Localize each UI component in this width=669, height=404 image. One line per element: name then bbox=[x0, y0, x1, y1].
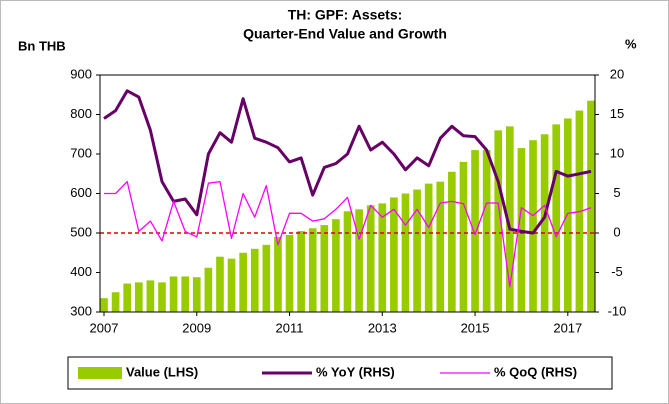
bar bbox=[366, 205, 375, 312]
y-axis-label: Bn THB bbox=[18, 38, 66, 53]
y2-tick-label: -5 bbox=[611, 264, 623, 279]
legend-label: Value (LHS) bbox=[126, 364, 198, 379]
y-tick-label: 400 bbox=[70, 264, 92, 279]
chart-title: TH: GPF: Assets: bbox=[288, 7, 403, 23]
bar bbox=[494, 130, 503, 312]
bar bbox=[563, 118, 572, 312]
legend-swatch bbox=[78, 367, 122, 379]
y2-tick-label: 15 bbox=[610, 106, 624, 121]
bar bbox=[540, 134, 549, 312]
bar bbox=[297, 231, 305, 312]
bar bbox=[332, 219, 340, 312]
y2-tick-label: -10 bbox=[608, 303, 627, 318]
bar bbox=[401, 193, 410, 312]
bar bbox=[390, 197, 398, 312]
bar bbox=[320, 225, 329, 312]
y2-tick-label: 5 bbox=[613, 185, 620, 200]
x-tick-label: 2007 bbox=[90, 320, 119, 335]
x-tick-label: 2017 bbox=[553, 320, 582, 335]
y2-tick-label: 10 bbox=[610, 145, 624, 160]
bar bbox=[216, 256, 224, 312]
bar bbox=[529, 140, 537, 312]
bar bbox=[100, 298, 108, 312]
y2-tick-label: 0 bbox=[613, 224, 620, 239]
y-tick-label: 900 bbox=[70, 66, 92, 81]
bar bbox=[181, 276, 189, 312]
bar bbox=[192, 277, 201, 312]
bar bbox=[250, 248, 259, 312]
bar bbox=[285, 234, 294, 312]
bar bbox=[227, 258, 236, 312]
bar bbox=[552, 124, 561, 312]
bar bbox=[134, 282, 143, 312]
line-series bbox=[103, 89, 592, 235]
x-tick-label: 2013 bbox=[368, 320, 397, 335]
bar bbox=[448, 171, 456, 312]
bar bbox=[123, 283, 132, 312]
bar bbox=[355, 209, 363, 312]
bar bbox=[239, 252, 247, 312]
legend-label: % YoY (RHS) bbox=[316, 364, 395, 379]
bar bbox=[343, 211, 352, 312]
bar bbox=[587, 100, 595, 312]
bar bbox=[436, 181, 445, 312]
y-tick-label: 800 bbox=[70, 106, 92, 121]
bar bbox=[506, 126, 514, 312]
bar bbox=[471, 150, 479, 312]
y2-axis-label: % bbox=[625, 36, 637, 51]
bar bbox=[169, 276, 178, 312]
bar bbox=[204, 267, 213, 312]
bar bbox=[459, 161, 468, 312]
bar bbox=[378, 203, 387, 312]
line-series bbox=[104, 180, 592, 288]
bar bbox=[482, 150, 491, 312]
legend-label: % QoQ (RHS) bbox=[494, 364, 577, 379]
bar bbox=[413, 189, 421, 312]
y-tick-label: 300 bbox=[70, 303, 92, 318]
bar bbox=[424, 183, 433, 312]
chart-title: Quarter-End Value and Growth bbox=[243, 26, 447, 42]
y-tick-label: 500 bbox=[70, 224, 92, 239]
x-tick-label: 2015 bbox=[461, 320, 490, 335]
y-tick-label: 700 bbox=[70, 145, 92, 160]
bar bbox=[111, 292, 120, 312]
y2-tick-label: 20 bbox=[610, 66, 624, 81]
x-tick-label: 2009 bbox=[182, 320, 211, 335]
bar bbox=[158, 282, 166, 312]
y-tick-label: 600 bbox=[70, 185, 92, 200]
bar bbox=[262, 244, 271, 312]
x-tick-label: 2011 bbox=[276, 320, 304, 335]
bar bbox=[274, 236, 282, 312]
bar bbox=[308, 228, 317, 312]
legend-box bbox=[67, 356, 613, 390]
bar bbox=[146, 280, 155, 312]
